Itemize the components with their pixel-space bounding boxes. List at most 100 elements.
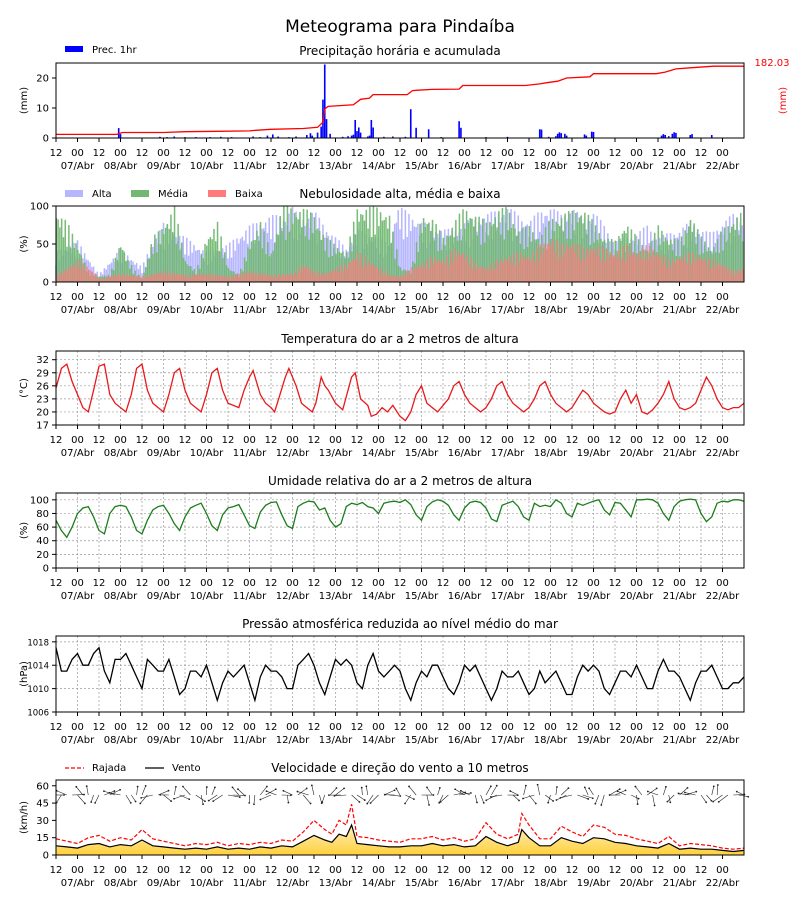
x-date-label: 12/Abr	[276, 448, 310, 459]
wind-arrow-head	[476, 802, 478, 804]
wind-arrow	[164, 795, 172, 801]
x-tick-label: 12	[351, 865, 364, 876]
cloud-bar	[106, 277, 108, 282]
x-tick-label: 12	[609, 722, 622, 733]
cloud-bar	[697, 260, 699, 282]
x-date-label: 13/Abr	[319, 878, 353, 889]
x-tick-label: 00	[415, 148, 428, 159]
x-date-label: 08/Abr	[104, 305, 138, 316]
x-tick-label: 00	[458, 435, 471, 446]
panel-5: Velocidade e direção do vento a 10 metro…	[19, 761, 749, 889]
cloud-bar	[276, 234, 278, 282]
cloud-bar	[192, 274, 194, 282]
x-tick-label: 12	[136, 722, 149, 733]
wind-arrow	[475, 795, 477, 802]
cloud-bar	[701, 258, 703, 282]
precip-bar	[541, 130, 543, 138]
wind-arrow	[556, 787, 557, 795]
x-date-label: 17/Abr	[491, 591, 525, 602]
wind-arrow	[438, 788, 440, 795]
cloud-bar	[665, 257, 667, 282]
cloud-bar	[282, 274, 284, 282]
x-tick-label: 00	[71, 865, 84, 876]
wind-arrow	[322, 795, 324, 802]
wind-arrow	[712, 786, 714, 795]
cloud-bar	[300, 272, 302, 282]
x-tick-label: 12	[695, 292, 708, 303]
x-tick-label: 00	[372, 865, 385, 876]
legend-label: Média	[158, 188, 188, 200]
cloud-bar	[488, 270, 490, 282]
cloud-bar	[115, 275, 117, 282]
cloud-bar	[736, 218, 738, 282]
cloud-bar	[660, 259, 662, 282]
cloud-bar	[276, 277, 278, 282]
wind-arrow	[589, 788, 593, 795]
x-tick-label: 12	[265, 435, 278, 446]
x-tick-label: 00	[286, 722, 299, 733]
wind-arrow-head	[656, 787, 658, 789]
cloud-bar	[108, 277, 110, 282]
cloud-bar	[208, 273, 210, 282]
cloud-bar	[579, 245, 581, 282]
precip-bar	[593, 132, 595, 138]
x-tick-label: 12	[652, 435, 665, 446]
cloud-bar	[280, 276, 282, 282]
wind-arrow-head	[310, 803, 312, 805]
y-tick-label: 60	[36, 781, 49, 792]
wind-arrow-head	[399, 795, 401, 797]
cloud-bar	[703, 261, 705, 282]
wind-arrow	[287, 795, 288, 803]
y-tick-label: 0	[43, 564, 49, 575]
wind-arrow	[87, 786, 89, 795]
wind-arrow-head	[83, 794, 85, 796]
cloud-bar	[242, 274, 244, 282]
cloud-bar	[373, 266, 375, 282]
wind-arrow-head	[440, 801, 442, 803]
cloud-bar	[522, 260, 524, 282]
x-tick-label: 00	[630, 578, 643, 589]
cloud-bar	[527, 259, 529, 282]
x-tick-label: 12	[394, 292, 407, 303]
x-tick-label: 00	[587, 722, 600, 733]
x-tick-label: 00	[372, 292, 385, 303]
panel-title: Umidade relativa do ar a 2 metros de alt…	[268, 474, 532, 488]
x-tick-label: 12	[136, 865, 149, 876]
x-tick-label: 00	[329, 578, 342, 589]
x-tick-label: 12	[523, 722, 536, 733]
cloud-bar	[287, 274, 289, 282]
cloud-bar	[601, 261, 603, 282]
x-tick-label: 12	[351, 578, 364, 589]
x-tick-label: 12	[695, 578, 708, 589]
cloud-bar	[253, 240, 255, 282]
x-date-label: 15/Abr	[405, 305, 439, 316]
wind-arrow-head	[119, 789, 121, 791]
x-tick-label: 00	[286, 148, 299, 159]
cloud-bar	[201, 274, 203, 282]
cloud-bar	[624, 262, 626, 282]
wind-arrow	[95, 795, 99, 803]
cloud-bar	[158, 273, 160, 282]
legend-swatch	[208, 190, 226, 197]
cloud-bar	[196, 274, 198, 282]
cloud-bar	[425, 268, 427, 282]
cloud-bar	[72, 264, 74, 282]
y-tick-label: 0	[43, 134, 49, 145]
precip-bar	[410, 109, 412, 138]
precip-bar	[320, 127, 322, 138]
x-date-label: 21/Abr	[663, 305, 697, 316]
cloud-bar	[651, 257, 653, 282]
x-tick-label: 00	[114, 578, 127, 589]
x-tick-label: 00	[157, 578, 170, 589]
wind-arrow	[667, 795, 674, 802]
cloud-bar	[615, 254, 617, 282]
cloud-bar	[532, 252, 534, 282]
cloud-bar	[531, 261, 533, 282]
wind-arrow	[610, 789, 620, 795]
cloud-bar	[434, 257, 436, 282]
x-tick-label: 12	[308, 148, 321, 159]
precip-bar	[371, 120, 373, 138]
x-date-label: 18/Abr	[534, 735, 568, 746]
x-date-label: 13/Abr	[319, 448, 353, 459]
x-tick-label: 12	[437, 722, 450, 733]
